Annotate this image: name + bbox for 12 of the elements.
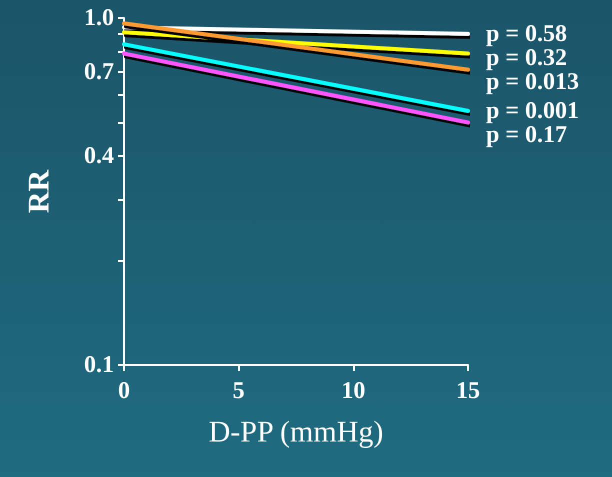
y-tick-label: 0.1 — [84, 352, 114, 378]
y-axis-title: RR — [22, 170, 56, 214]
series-label: p = 0.58 — [486, 20, 568, 47]
x-tick-label: 5 — [232, 378, 245, 404]
x-axis-title: D-PP (mmHg) — [208, 416, 384, 448]
y-tick-label: 1.0 — [84, 5, 114, 31]
x-tick-label: 0 — [118, 378, 130, 404]
x-tick-label: 10 — [341, 378, 366, 404]
y-tick-label: 0.7 — [84, 58, 114, 85]
y-tick-label: 0.4 — [84, 143, 114, 170]
series-label: p = 0.001 — [486, 98, 580, 124]
x-tick-label: 15 — [456, 378, 480, 404]
